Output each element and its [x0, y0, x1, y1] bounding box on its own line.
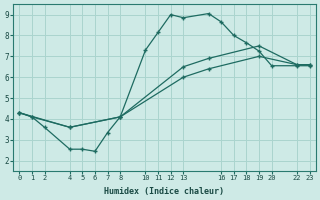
X-axis label: Humidex (Indice chaleur): Humidex (Indice chaleur) — [104, 187, 224, 196]
